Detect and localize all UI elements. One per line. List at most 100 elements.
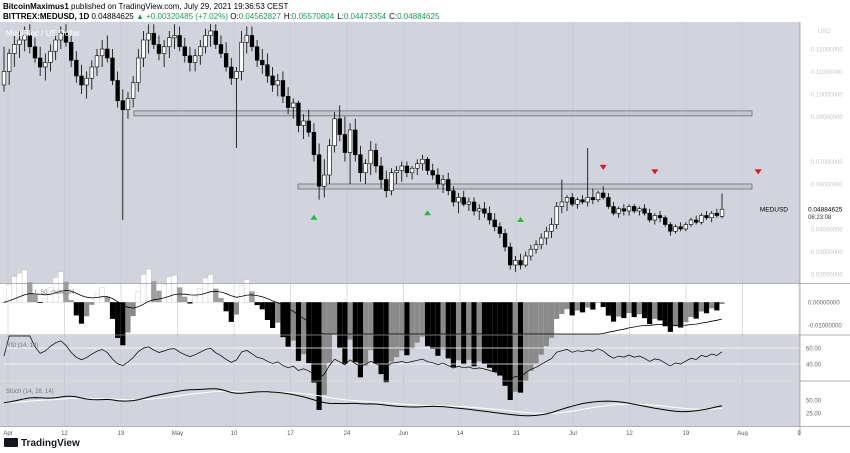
candle[interactable] <box>471 201 477 212</box>
candle[interactable] <box>254 46 260 61</box>
candle[interactable] <box>554 206 559 225</box>
candle[interactable] <box>151 32 156 45</box>
candle[interactable] <box>239 41 244 72</box>
candle[interactable] <box>678 226 683 230</box>
candle[interactable] <box>461 197 466 205</box>
candle[interactable] <box>275 80 280 86</box>
candle[interactable] <box>172 35 177 39</box>
candle[interactable] <box>570 197 575 205</box>
candle[interactable] <box>218 44 224 54</box>
candle[interactable] <box>63 32 69 43</box>
candle[interactable] <box>513 260 518 266</box>
candle[interactable] <box>43 62 48 68</box>
candle[interactable] <box>544 230 549 239</box>
candle[interactable] <box>280 80 286 97</box>
candle[interactable] <box>177 35 182 48</box>
candle[interactable] <box>564 197 570 203</box>
candle[interactable] <box>704 215 709 219</box>
candle[interactable] <box>714 212 719 216</box>
candle[interactable] <box>120 100 125 111</box>
candle[interactable] <box>342 134 348 153</box>
candle[interactable] <box>22 35 27 41</box>
candle[interactable] <box>549 224 554 232</box>
candle[interactable] <box>37 57 43 68</box>
candle[interactable] <box>167 37 172 48</box>
candle[interactable] <box>435 174 441 185</box>
candle[interactable] <box>621 208 627 212</box>
candle[interactable] <box>353 129 358 156</box>
candle[interactable] <box>482 208 487 214</box>
candle[interactable] <box>156 44 162 54</box>
candle[interactable] <box>420 158 425 165</box>
candle[interactable] <box>79 75 84 86</box>
candle[interactable] <box>668 224 673 232</box>
candle[interactable] <box>590 197 596 201</box>
candle[interactable] <box>265 64 270 77</box>
candle[interactable] <box>373 149 379 167</box>
candle[interactable] <box>161 46 167 54</box>
candle[interactable] <box>399 165 404 171</box>
candle[interactable] <box>466 201 472 205</box>
candle[interactable] <box>647 212 652 221</box>
candle[interactable] <box>440 179 446 185</box>
candle[interactable] <box>198 46 203 57</box>
candle[interactable] <box>518 260 523 266</box>
candle[interactable] <box>616 208 621 214</box>
candle[interactable] <box>606 197 611 207</box>
candle[interactable] <box>347 129 353 153</box>
candle[interactable] <box>27 35 32 48</box>
candle[interactable] <box>389 172 394 192</box>
candle[interactable] <box>415 163 420 169</box>
candle[interactable] <box>94 55 100 68</box>
candle[interactable] <box>601 192 606 198</box>
candle[interactable] <box>187 55 193 63</box>
candle[interactable] <box>492 219 497 228</box>
candle[interactable] <box>182 46 187 57</box>
candle[interactable] <box>203 35 208 48</box>
candle[interactable] <box>652 215 658 221</box>
candle[interactable] <box>719 208 725 217</box>
candle[interactable] <box>575 199 580 205</box>
candle[interactable] <box>7 53 12 72</box>
candle[interactable] <box>327 145 332 176</box>
candle[interactable] <box>32 46 38 59</box>
candle[interactable] <box>223 53 229 68</box>
candle[interactable] <box>456 197 461 203</box>
candle[interactable] <box>84 77 89 86</box>
candle[interactable] <box>213 30 218 45</box>
candle[interactable] <box>585 197 590 203</box>
candle[interactable] <box>1 71 7 86</box>
candle[interactable] <box>502 233 508 248</box>
candle[interactable] <box>311 131 317 156</box>
candle[interactable] <box>58 32 63 41</box>
candle[interactable] <box>368 149 373 165</box>
candle[interactable] <box>632 206 637 212</box>
tradingview-logo[interactable]: TradingView <box>4 438 80 449</box>
candle[interactable] <box>260 59 265 66</box>
candle[interactable] <box>89 66 94 79</box>
resistance-zone[interactable] <box>133 110 753 117</box>
candle[interactable] <box>384 179 389 192</box>
candle[interactable] <box>528 248 534 257</box>
candle[interactable] <box>105 48 110 59</box>
candle[interactable] <box>611 206 616 214</box>
candle[interactable] <box>136 57 141 84</box>
candle[interactable] <box>244 35 249 43</box>
candle[interactable] <box>699 215 704 223</box>
candle[interactable] <box>709 212 714 219</box>
candle[interactable] <box>363 163 368 174</box>
candle[interactable] <box>270 75 275 86</box>
candle[interactable] <box>249 35 255 48</box>
candle[interactable] <box>425 158 430 171</box>
candle[interactable] <box>358 154 363 174</box>
candle[interactable] <box>296 102 301 126</box>
candle[interactable] <box>409 167 415 174</box>
candle[interactable] <box>673 226 678 232</box>
price-chart[interactable]: 0.12000000 0.11000000 0.10000000 0.09000000… <box>0 22 850 436</box>
candle[interactable] <box>487 212 492 221</box>
candle[interactable] <box>74 59 79 77</box>
candle[interactable] <box>301 120 306 126</box>
candle[interactable] <box>626 206 632 212</box>
candle[interactable] <box>539 237 544 246</box>
candle[interactable] <box>688 219 694 225</box>
